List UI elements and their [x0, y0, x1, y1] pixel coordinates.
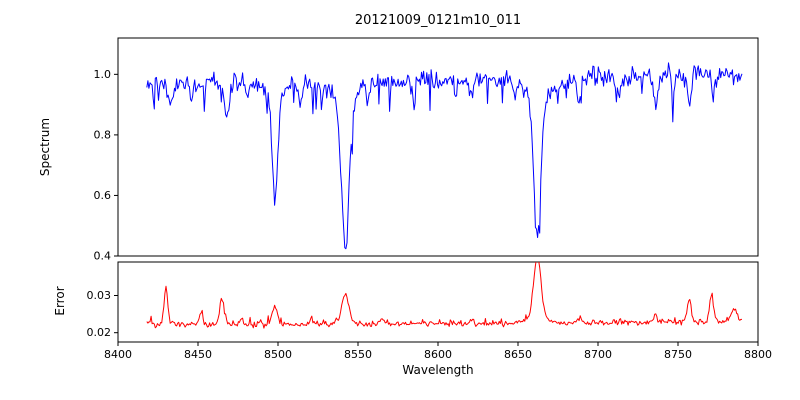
y-tick-label: 0.6	[94, 189, 112, 202]
x-tick-label: 8650	[504, 348, 532, 361]
x-tick-label: 8400	[104, 348, 132, 361]
x-tick-label: 8500	[264, 348, 292, 361]
axes-box-spectrum	[117, 37, 759, 257]
y-tick-label: 0.03	[87, 289, 112, 302]
spectrum-line	[146, 62, 743, 250]
x-tick-label: 8800	[744, 348, 772, 361]
x-tick-label: 8450	[184, 348, 212, 361]
x-axis-label: Wavelength	[402, 363, 474, 377]
axes-box-error	[117, 261, 759, 343]
y-tick-label: 0.02	[87, 326, 112, 339]
y-tick-label: 0.4	[94, 250, 112, 263]
chart-title: 20121009_0121m10_011	[354, 13, 522, 28]
x-tick-label: 8600	[424, 348, 452, 361]
y-tick-label: 0.8	[94, 128, 112, 141]
x-tick-label: 8550	[344, 348, 372, 361]
x-tick-label: 8750	[664, 348, 692, 361]
y-tick-label: 1.0	[94, 68, 112, 81]
error-line	[146, 262, 742, 329]
x-tick-label: 8700	[584, 348, 612, 361]
